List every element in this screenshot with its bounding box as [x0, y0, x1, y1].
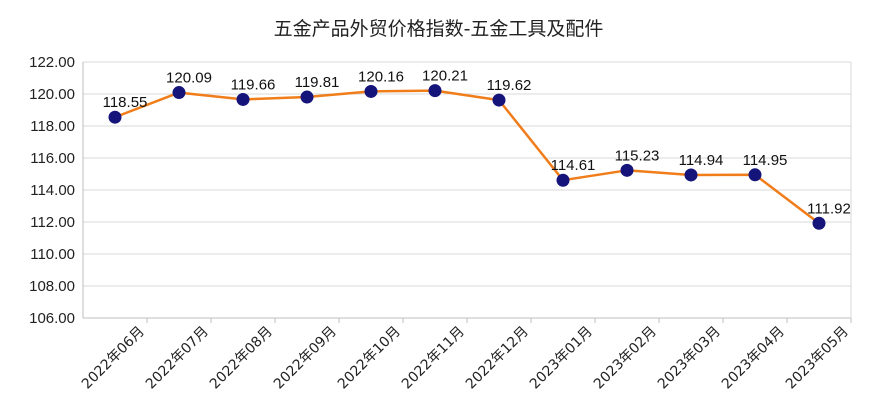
y-tick-label: 120.00	[29, 86, 75, 103]
x-tick-label: 2023年02月	[591, 324, 660, 393]
series-line	[114, 89, 820, 225]
x-tick-label: 2022年11月	[399, 324, 468, 393]
x-axis-ticks: 2022年06月2022年07月2022年08月2022年09月2022年10月…	[79, 318, 852, 392]
x-tick-label: 2023年01月	[527, 324, 596, 393]
data-labels: 118.55 120.09 119.66 119.81 120.16 120.21 119.…	[103, 68, 851, 218]
data-point-marker	[364, 84, 378, 98]
data-point-marker	[748, 168, 762, 182]
data-label: 120.09	[166, 70, 212, 87]
data-point-marker	[236, 92, 250, 106]
data-point-marker	[812, 216, 826, 230]
data-label: 119.81	[295, 74, 340, 91]
y-tick-label: 114.00	[30, 182, 75, 199]
x-tick-label: 2022年06月	[79, 324, 148, 393]
x-tick-label: 2023年04月	[719, 324, 788, 393]
data-label: 119.66	[231, 76, 276, 93]
y-tick-label: 116.00	[30, 150, 75, 167]
y-tick-label: 106.00	[29, 310, 75, 327]
data-point-marker	[492, 93, 506, 107]
x-tick-label: 2022年07月	[143, 324, 212, 393]
y-tick-label: 122.00	[29, 54, 75, 71]
y-tick-label: 110.00	[30, 246, 75, 263]
y-axis-ticks: 106.00 108.00 110.00 112.00 114.00 116.00 118.…	[29, 54, 75, 327]
data-label: 114.61	[551, 157, 596, 174]
series-line-path	[114, 89, 820, 225]
data-label: 120.16	[358, 68, 404, 85]
data-point-marker	[684, 168, 698, 182]
series-markers	[108, 84, 826, 230]
data-point-marker	[428, 84, 442, 98]
data-point-marker	[620, 163, 634, 177]
data-label: 114.95	[743, 152, 788, 169]
data-label: 119.62	[487, 77, 532, 94]
data-point-marker	[300, 90, 314, 104]
y-tick-label: 112.00	[30, 214, 75, 231]
data-label: 120.21	[422, 68, 468, 85]
data-label: 115.23	[615, 147, 660, 164]
x-tick-label: 2022年12月	[463, 324, 532, 393]
data-label: 114.94	[679, 152, 724, 169]
x-tick-label: 2022年08月	[207, 324, 276, 393]
chart-title: 五金产品外贸价格指数-五金工具及配件	[273, 18, 604, 40]
y-tick-label: 118.00	[30, 118, 75, 135]
y-tick-label: 108.00	[29, 278, 75, 295]
x-tick-label: 2022年09月	[271, 324, 340, 393]
data-label: 118.55	[103, 94, 148, 111]
data-label: 111.92	[807, 200, 851, 217]
x-tick-label: 2022年10月	[335, 324, 404, 393]
x-tick-label: 2023年05月	[783, 324, 852, 393]
data-point-marker	[556, 173, 570, 187]
data-point-marker	[172, 86, 186, 100]
grid-lines	[82, 61, 852, 319]
data-point-marker	[108, 110, 122, 124]
x-tick-label: 2023年03月	[655, 324, 724, 393]
